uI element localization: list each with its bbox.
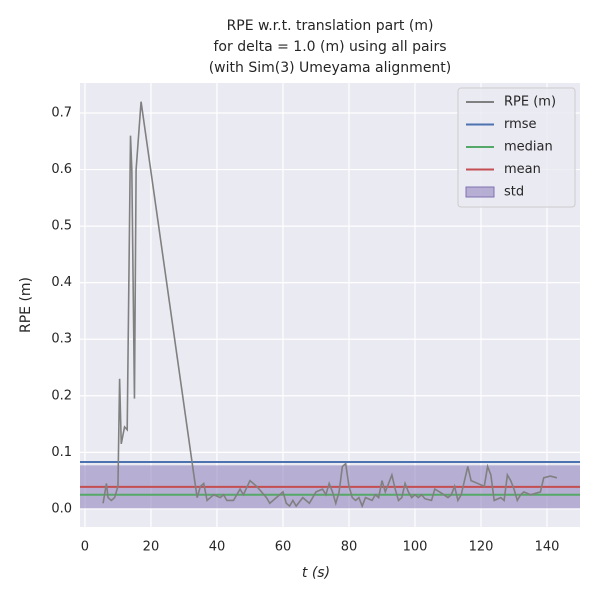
x-tick-label: 80 — [341, 540, 358, 555]
x-tick-label: 100 — [403, 540, 428, 555]
legend-label: RPE (m) — [504, 95, 556, 110]
x-axis-label: t (s) — [302, 565, 330, 581]
chart-title: RPE w.r.t. translation part (m) — [227, 18, 434, 34]
y-tick-label: 0.0 — [51, 501, 72, 516]
y-tick-label: 0.3 — [51, 332, 72, 347]
legend-label: median — [504, 140, 553, 155]
plot — [80, 101, 580, 509]
x-tick-label: 0 — [81, 540, 89, 555]
x-tick-label: 20 — [143, 540, 160, 555]
rpe-line — [102, 101, 558, 509]
chart-title: for delta = 1.0 (m) using all pairs — [214, 39, 447, 55]
legend-swatch — [465, 186, 495, 198]
y-axis-label: RPE (m) — [18, 277, 34, 333]
y-tick-label: 0.6 — [51, 162, 72, 177]
legend-box — [457, 87, 576, 208]
y-tick-label: 0.5 — [51, 219, 72, 234]
legend-label: rmse — [504, 117, 537, 132]
legend-label: mean — [504, 162, 541, 177]
y-tick-label: 0.2 — [51, 388, 72, 403]
y-tick-label: 0.1 — [51, 445, 72, 460]
chart-title: (with Sim(3) Umeyama alignment) — [209, 60, 452, 76]
y-tick-label: 0.4 — [51, 275, 72, 290]
x-tick-label: 40 — [209, 540, 226, 555]
y-tick-label: 0.7 — [51, 105, 72, 120]
x-tick-label: 60 — [275, 540, 292, 555]
x-tick-label: 120 — [469, 540, 494, 555]
x-tick-label: 140 — [535, 540, 560, 555]
legend-label: std — [504, 185, 524, 200]
